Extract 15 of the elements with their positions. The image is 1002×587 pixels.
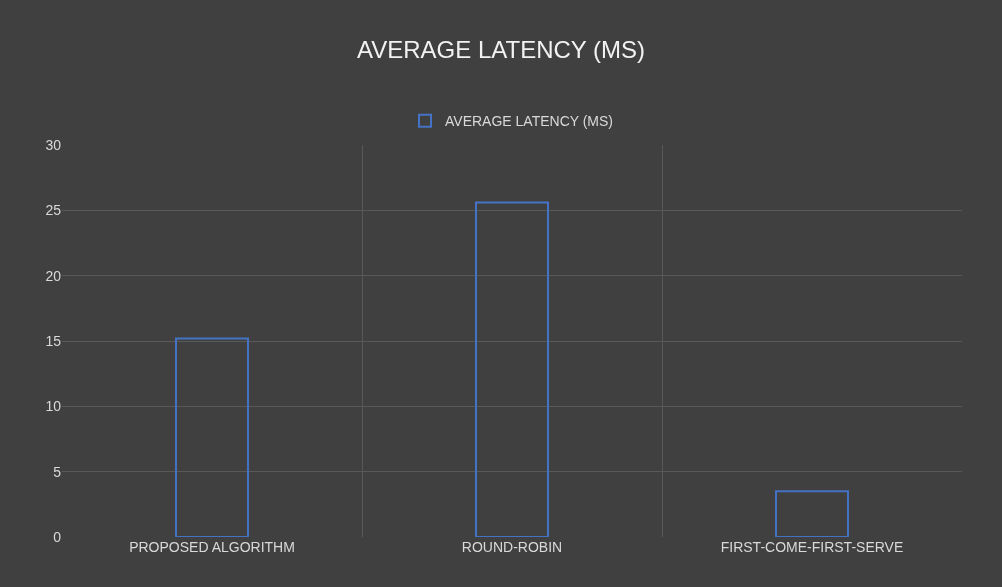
y-tick-label: 10 <box>45 398 62 415</box>
legend-label: AVERAGE LATENCY (MS) <box>445 113 614 130</box>
y-tick-label: 30 <box>45 136 62 153</box>
x-tick-label: PROPOSED ALGORITHM <box>129 539 295 555</box>
y-tick-label: 0 <box>53 528 62 545</box>
y-tick-label: 20 <box>45 267 62 284</box>
bar <box>175 337 249 537</box>
y-tick-label: 5 <box>53 463 62 480</box>
bar <box>775 490 849 537</box>
chart-title: AVERAGE LATENCY (MS) <box>356 35 646 63</box>
x-tick-label: ROUND-ROBIN <box>461 539 563 555</box>
x-tick-label: FIRST-COME-FIRST-SERVE <box>720 539 904 555</box>
y-tick-label: 15 <box>45 332 62 349</box>
bar <box>475 201 549 537</box>
y-tick-label: 25 <box>45 202 62 219</box>
